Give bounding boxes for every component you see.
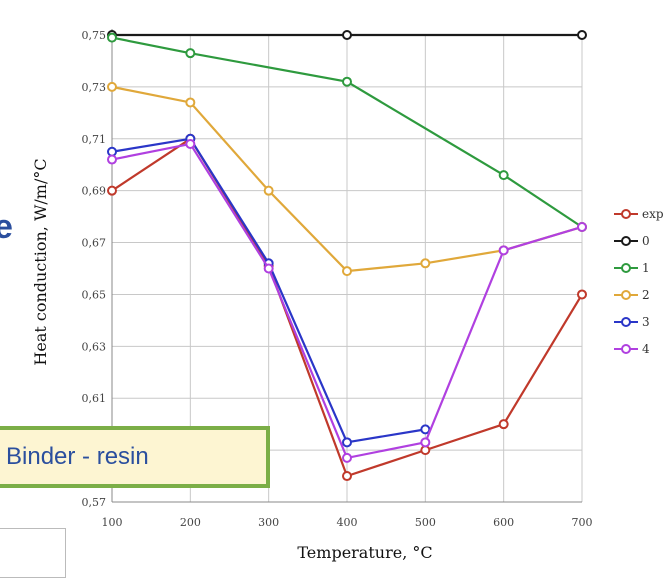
legend-label-1: 1 bbox=[642, 261, 650, 275]
y-tick-label: 0,63 bbox=[82, 340, 107, 353]
data-point-4 bbox=[263, 263, 274, 274]
x-tick-label: 300 bbox=[258, 516, 279, 529]
y-tick-label: 0,73 bbox=[82, 81, 107, 94]
y-tick-label: 0,69 bbox=[82, 185, 107, 198]
legend-marker-2 bbox=[621, 290, 631, 300]
legend-label-4: 4 bbox=[642, 342, 650, 356]
data-point-4 bbox=[107, 154, 117, 165]
axes bbox=[111, 29, 582, 503]
legend-marker-0 bbox=[621, 236, 631, 246]
data-point-2 bbox=[185, 97, 196, 108]
data-point-exp bbox=[107, 185, 117, 196]
data-point-3 bbox=[342, 437, 352, 448]
y-tick-label: 0,61 bbox=[82, 392, 107, 405]
x-tick-label: 400 bbox=[337, 516, 358, 529]
data-point-0 bbox=[342, 30, 352, 40]
series-layer bbox=[107, 30, 587, 482]
legend-label-3: 3 bbox=[642, 315, 650, 329]
data-point-3 bbox=[420, 424, 431, 435]
data-point-2 bbox=[263, 185, 274, 196]
data-point-exp bbox=[342, 471, 352, 482]
x-tick-label: 500 bbox=[415, 516, 436, 529]
y-tick-label: 0,75 bbox=[82, 29, 107, 42]
data-point-exp bbox=[498, 419, 509, 430]
data-point-1 bbox=[342, 76, 352, 87]
legend-marker-exp bbox=[621, 209, 631, 219]
x-tick-label: 200 bbox=[180, 516, 201, 529]
y-tick-label: 0,57 bbox=[82, 496, 107, 509]
data-point-4 bbox=[577, 221, 587, 232]
x-axis-title: Temperature, °C bbox=[297, 543, 432, 562]
annotation-label: Binder - resin bbox=[0, 426, 270, 488]
y-tick-label: 0,65 bbox=[82, 288, 107, 301]
annotation-text: Binder - resin bbox=[6, 443, 149, 470]
legend-marker-4 bbox=[621, 344, 631, 354]
chart: 0,570,590,610,630,650,670,690,710,730,75… bbox=[31, 29, 664, 562]
y-tick-label: 0,71 bbox=[82, 133, 107, 146]
data-point-2 bbox=[342, 266, 352, 277]
data-point-2 bbox=[107, 81, 117, 92]
legend-marker-3 bbox=[621, 317, 631, 327]
data-point-1 bbox=[107, 32, 117, 43]
data-point-4 bbox=[420, 437, 431, 448]
data-point-4 bbox=[185, 138, 196, 149]
data-point-1 bbox=[185, 48, 196, 59]
corner-box bbox=[0, 528, 66, 578]
legend-label-0: 0 bbox=[642, 234, 650, 248]
x-tick-label: 700 bbox=[572, 516, 593, 529]
x-tick-label: 100 bbox=[102, 516, 123, 529]
x-tick-label: 600 bbox=[493, 516, 514, 529]
data-point-2 bbox=[420, 258, 431, 269]
tick-labels: 0,570,590,610,630,650,670,690,710,730,75… bbox=[82, 29, 593, 529]
data-point-exp bbox=[577, 289, 587, 300]
data-point-4 bbox=[498, 245, 509, 256]
data-point-4 bbox=[342, 452, 352, 463]
data-point-1 bbox=[498, 170, 509, 181]
data-point-0 bbox=[577, 30, 587, 40]
y-tick-label: 0,67 bbox=[82, 237, 107, 250]
legend: exp 0 1 2 3 4 bbox=[614, 207, 664, 356]
legend-label-exp: exp bbox=[642, 207, 664, 221]
partial-text-fragment: e bbox=[0, 208, 13, 246]
y-axis-title: Heat conduction, W/m/°C bbox=[31, 158, 50, 365]
legend-marker-1 bbox=[621, 263, 631, 273]
legend-label-2: 2 bbox=[642, 288, 650, 302]
